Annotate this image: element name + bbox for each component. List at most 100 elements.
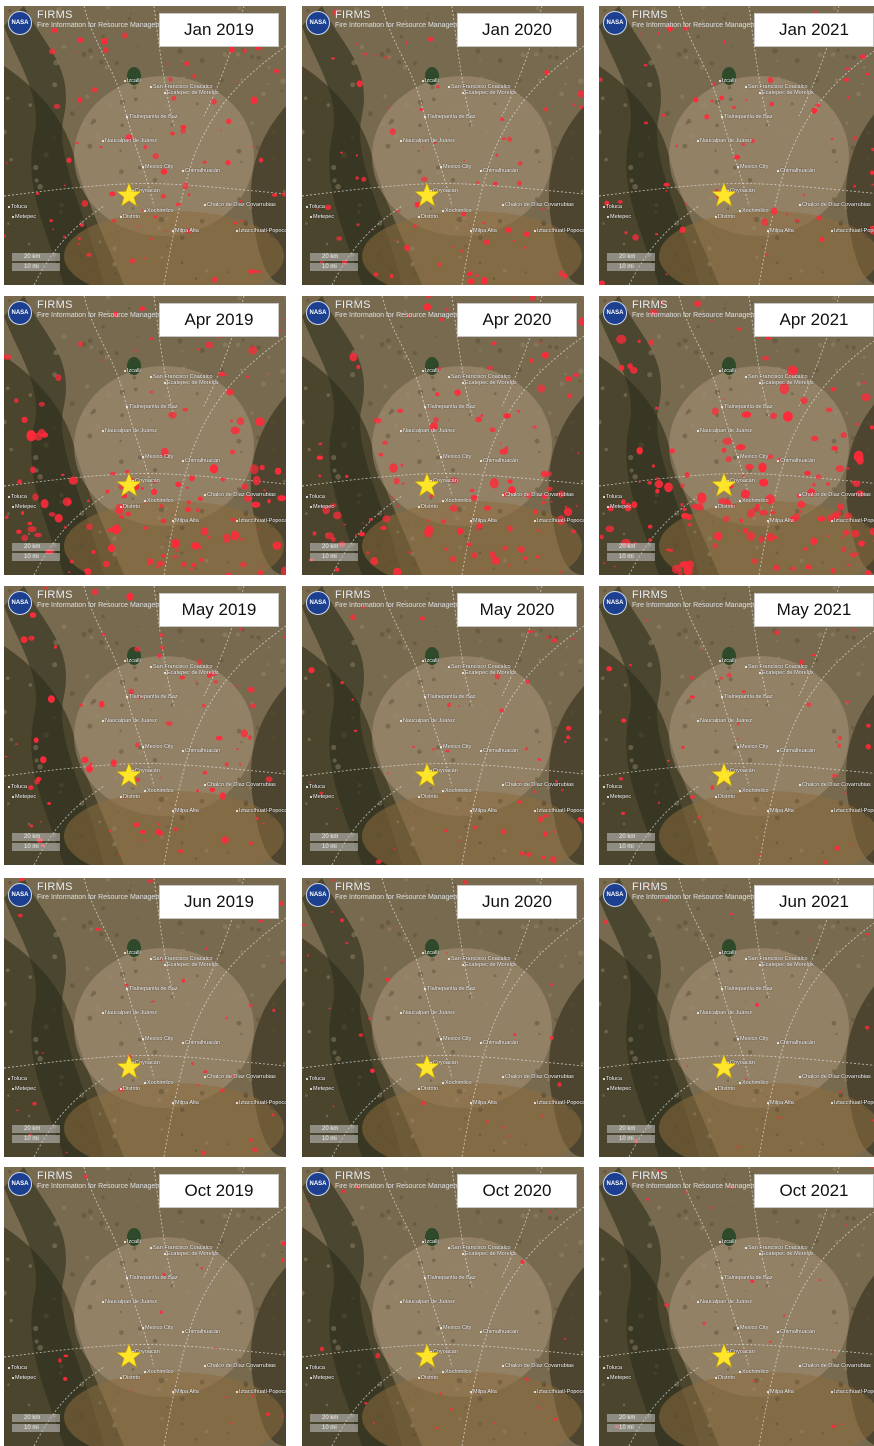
fire-spot [99, 701, 105, 708]
fire-spot [392, 496, 394, 498]
place-label: Tlalnepantla de Baz [424, 986, 476, 992]
nasa-logo-icon: NASA [603, 11, 627, 35]
map-panel-apr-2019[interactable]: NASA FIRMS Fire Information for Resource… [4, 296, 286, 575]
scale-bar: 20 km 10 mi [12, 253, 60, 273]
fire-spot [762, 218, 769, 226]
fire-spot [374, 272, 379, 276]
star-marker-icon [711, 182, 737, 208]
fire-spot [427, 37, 433, 42]
fire-spot [747, 509, 755, 518]
firms-brand: NASA FIRMS Fire Information for Resource… [603, 590, 764, 615]
fire-spot [720, 677, 723, 679]
place-label: Milpa Alta [470, 808, 497, 814]
scale-km: 20 km [607, 1125, 655, 1133]
fire-spot [561, 789, 563, 791]
fire-spot [769, 102, 774, 106]
satellite-map [4, 586, 286, 865]
fire-spot [155, 829, 161, 835]
fire-spot [21, 417, 27, 423]
place-label: Iztaccíhuatl-Popocatépetl [534, 808, 584, 814]
place-label: Distrito [418, 504, 438, 510]
map-panel-apr-2021[interactable]: NASA FIRMS Fire Information for Resource… [599, 296, 874, 575]
fire-spot [215, 1347, 217, 1348]
place-label: Chalco de Díaz Covarrubias [204, 202, 276, 208]
place-label: Mexico City [440, 1325, 471, 1331]
fire-spot [437, 262, 442, 266]
place-label: Ecatepec de Morelos [759, 1251, 814, 1257]
fire-spot [134, 349, 137, 351]
fire-spot [349, 353, 357, 362]
place-label: Toluca [603, 1076, 622, 1082]
place-label: Chalco de Díaz Covarrubias [799, 1363, 871, 1369]
fire-spot [723, 40, 726, 43]
scale-mi: 10 mi [607, 553, 655, 561]
map-panel-jun-2020[interactable]: NASA FIRMS Fire Information for Resource… [302, 878, 584, 1157]
map-panel-may-2020[interactable]: NASA FIRMS Fire Information for Resource… [302, 586, 584, 865]
fire-spot [865, 1026, 870, 1030]
firms-subtitle: Fire Information for Resource Managemen [335, 602, 467, 609]
place-label: Tlalnepantla de Baz [721, 694, 773, 700]
satellite-map [4, 296, 286, 575]
fire-spot [476, 181, 479, 183]
fire-spot [52, 229, 54, 230]
place-label: Distrito [120, 1375, 140, 1381]
fire-spot [229, 1422, 231, 1424]
map-panel-jan-2020[interactable]: NASA FIRMS Fire Information for Resource… [302, 6, 584, 285]
map-panel-apr-2020[interactable]: NASA FIRMS Fire Information for Resource… [302, 296, 584, 575]
fire-spot [726, 456, 732, 462]
map-panel-may-2019[interactable]: NASA FIRMS Fire Information for Resource… [4, 586, 286, 865]
fire-spot [15, 743, 18, 745]
fire-spot [151, 488, 157, 495]
fire-spot [39, 402, 45, 407]
fire-spot [517, 410, 520, 413]
fire-spot [538, 816, 543, 822]
fire-spot [239, 628, 243, 631]
map-panel-oct-2019[interactable]: NASA FIRMS Fire Information for Resource… [4, 1167, 286, 1446]
fire-spot [709, 1207, 712, 1209]
map-panel-jun-2021[interactable]: NASA FIRMS Fire Information for Resource… [599, 878, 874, 1157]
map-panel-oct-2020[interactable]: NASA FIRMS Fire Information for Resource… [302, 1167, 584, 1446]
fire-spot [99, 146, 102, 148]
place-label: Mexico City [142, 454, 173, 460]
fire-spot [541, 501, 547, 505]
fire-spot [191, 563, 196, 567]
fire-spot [178, 849, 184, 853]
fire-spot [203, 1070, 208, 1073]
fire-spot [320, 1347, 324, 1352]
fire-spot [16, 1110, 18, 1112]
map-panel-jan-2019[interactable]: NASA FIRMS Fire Information for Resource… [4, 6, 286, 285]
fire-spot [171, 539, 180, 549]
fire-spot [539, 341, 541, 344]
place-label: Naucalpan de Juárez [102, 1010, 157, 1016]
fire-spot [862, 381, 866, 384]
fire-spot [259, 158, 264, 163]
fire-spot [255, 817, 259, 820]
fire-spot [82, 757, 89, 764]
fire-spot [544, 70, 549, 75]
fire-spot [336, 236, 342, 241]
fire-spot [487, 366, 492, 371]
fire-spot [345, 942, 348, 944]
month-label: Oct 2020 [458, 1175, 576, 1207]
fire-spot [490, 427, 496, 432]
map-panel-jun-2019[interactable]: NASA FIRMS Fire Information for Resource… [4, 878, 286, 1157]
map-panel-jan-2021[interactable]: NASA FIRMS Fire Information for Resource… [599, 6, 874, 285]
place-label: Toluca [306, 784, 325, 790]
fire-spot [669, 549, 674, 553]
fire-spot [445, 548, 449, 551]
scale-mi: 10 mi [310, 843, 358, 851]
fire-spot [226, 389, 234, 395]
fire-spot [134, 647, 141, 652]
place-label: Toluca [603, 1365, 622, 1371]
fire-spot [621, 718, 626, 722]
fire-spot [664, 183, 670, 187]
map-panel-oct-2021[interactable]: NASA FIRMS Fire Information for Resource… [599, 1167, 874, 1446]
fire-spot [272, 1009, 275, 1012]
firms-title: FIRMS [632, 590, 764, 601]
month-label: May 2019 [160, 594, 278, 626]
map-panel-may-2021[interactable]: NASA FIRMS Fire Information for Resource… [599, 586, 874, 865]
fire-spot [394, 848, 396, 849]
satellite-map [302, 296, 584, 575]
scale-mi: 10 mi [12, 1135, 60, 1143]
scale-bar: 20 km 10 mi [607, 1125, 655, 1145]
